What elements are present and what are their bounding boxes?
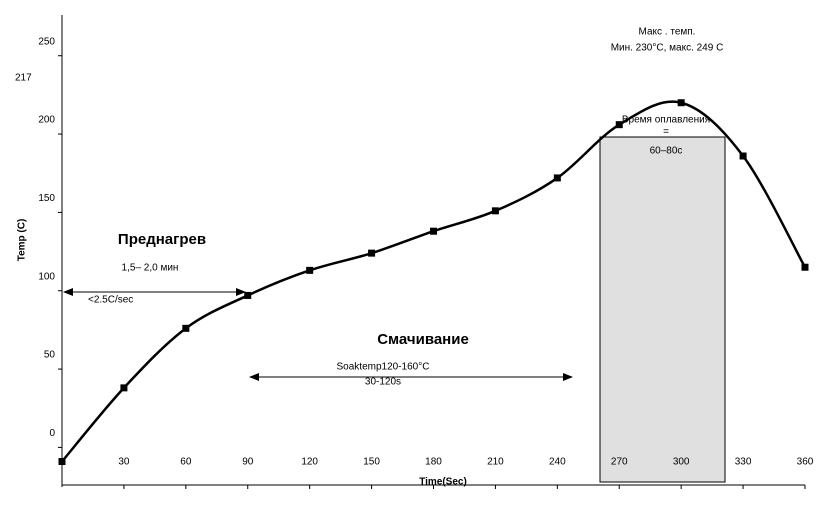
y-tick-label: 0 [49, 428, 55, 439]
marker [182, 324, 190, 332]
reflow-zone [599, 136, 726, 483]
x-tick-label: 90 [242, 457, 254, 468]
annotation: Время оплавления [622, 115, 710, 126]
x-tick-label: 300 [673, 457, 690, 468]
marker [58, 458, 66, 465]
y-tick-label: 150 [38, 193, 55, 204]
y-tick-label: 200 [38, 115, 55, 126]
x-tick-label: 330 [735, 457, 752, 468]
annotation: 30-120s [365, 377, 401, 388]
marker [430, 227, 437, 235]
y-tick-label: 100 [38, 271, 55, 282]
annotation: 60–80c [650, 146, 683, 157]
annotation: = [663, 127, 669, 138]
x-tick-label: 120 [301, 457, 318, 468]
annotation: Мин. 230°C, макс. 249 C [611, 43, 724, 54]
annotation: Смачивание [377, 331, 469, 348]
marker [491, 207, 499, 215]
y-tick-label: 250 [38, 36, 55, 47]
annotation: <2.5C/sec [88, 295, 133, 306]
marker [553, 174, 561, 182]
annotation: 217 [15, 73, 32, 84]
marker [306, 266, 314, 274]
marker [244, 291, 252, 299]
y-axis-label: Temp (C) [17, 219, 28, 262]
annotation: 1,5– 2,0 мин [122, 263, 179, 274]
x-tick-label: 30 [118, 457, 130, 468]
marker [368, 249, 376, 257]
x-tick-label: 360 [797, 457, 814, 468]
marker [677, 99, 685, 107]
x-tick-label: 60 [180, 457, 192, 468]
x-tick-label: 210 [487, 457, 504, 468]
marker [801, 263, 809, 271]
y-tick-label: 50 [44, 350, 56, 361]
x-tick-label: 180 [425, 457, 442, 468]
annotation: Преднагрев [118, 231, 206, 248]
x-axis-label: Time(Sec) [419, 477, 467, 488]
marker [739, 152, 747, 160]
annotation: Макс . темп. [639, 27, 696, 38]
x-tick-label: 240 [549, 457, 566, 468]
marker [120, 384, 128, 392]
x-tick-label: 150 [363, 457, 380, 468]
annotation: Soaktemp120-160°C [337, 362, 430, 373]
marker [615, 121, 623, 129]
x-tick-label: 270 [611, 457, 628, 468]
